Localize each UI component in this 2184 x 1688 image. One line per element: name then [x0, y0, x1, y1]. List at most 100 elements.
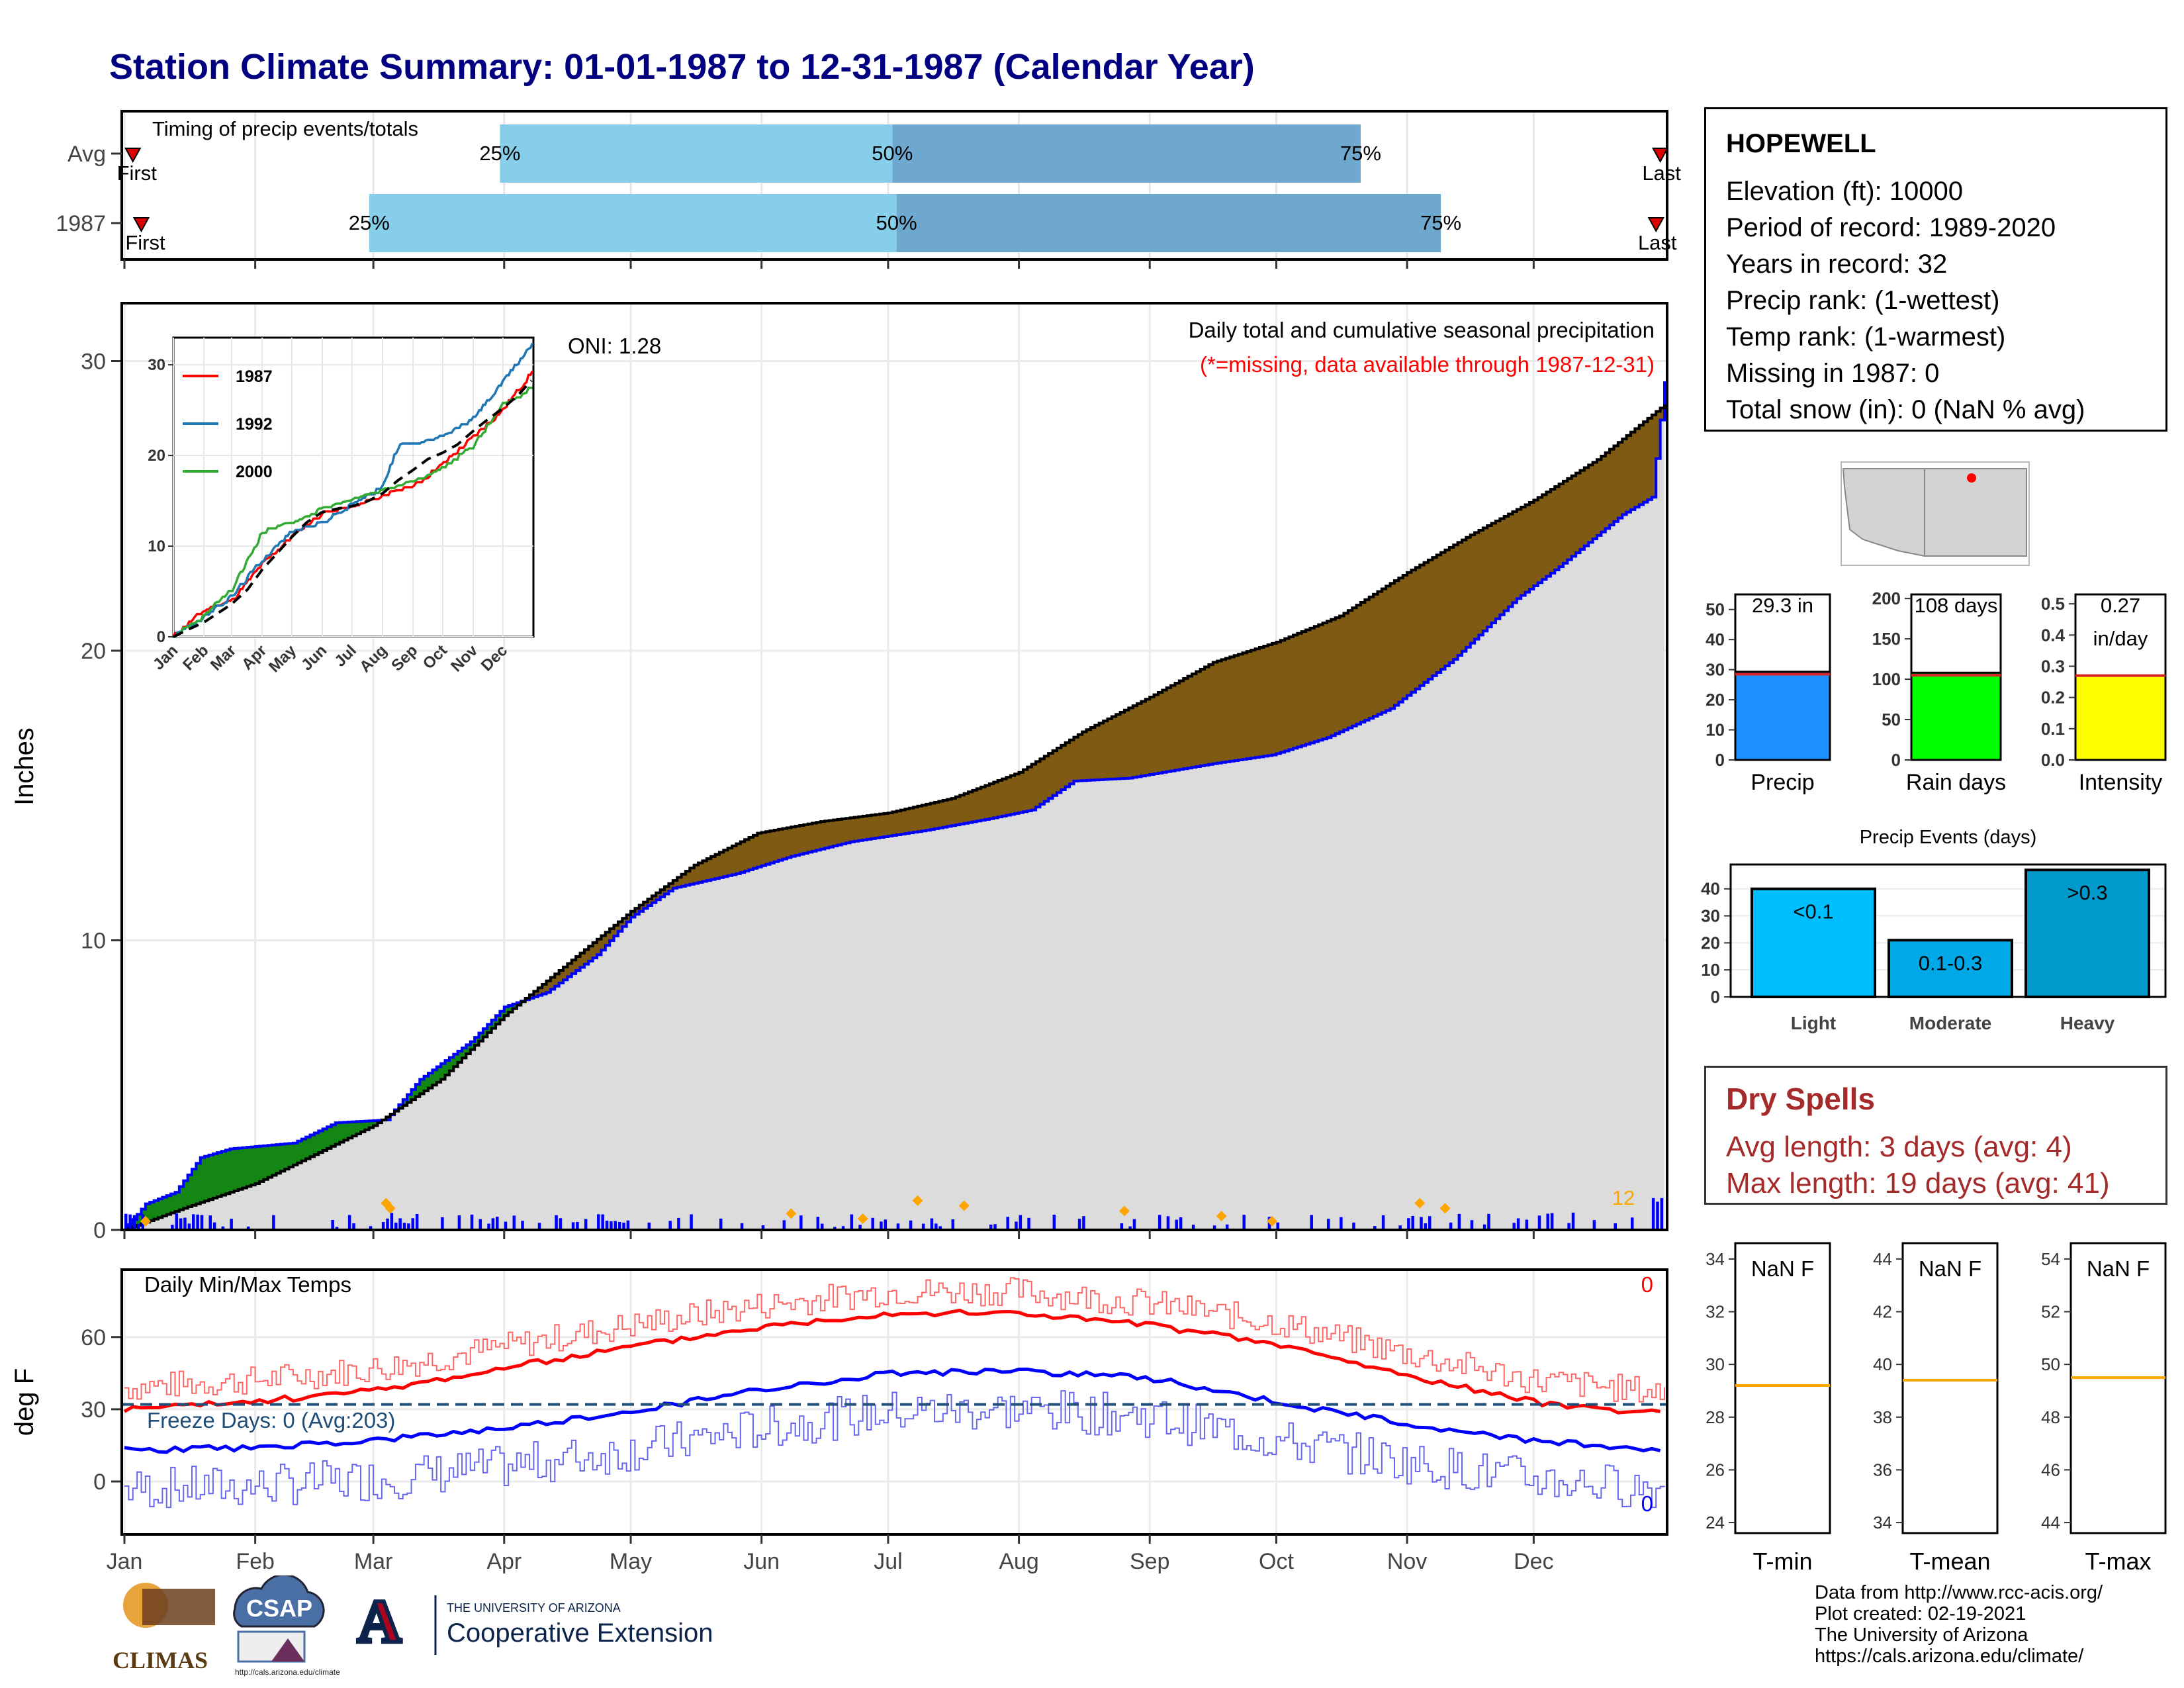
- cum-daily-bar: [1077, 1219, 1081, 1230]
- temp-month-label: Oct: [1259, 1549, 1294, 1574]
- cum-below-avg-fill: [976, 788, 981, 821]
- cum-daily-bar: [196, 1214, 199, 1230]
- cum-above-avg-fill: [457, 1051, 463, 1062]
- cum-below-avg-fill: [1251, 650, 1256, 759]
- cum-above-avg-fill: [482, 1028, 488, 1037]
- cum-below-avg-fill: [1635, 428, 1640, 508]
- cum-daily-bar: [352, 1223, 355, 1230]
- cum-below-avg-fill: [1614, 445, 1619, 522]
- cum-below-avg-fill: [1183, 679, 1189, 769]
- cum-above-avg-fill: [322, 1129, 328, 1150]
- cum-daily-bar: [487, 1223, 490, 1230]
- cum-daily-bar: [415, 1213, 419, 1230]
- cum-below-avg-fill: [1470, 535, 1475, 643]
- cum-below-avg-fill: [580, 953, 585, 968]
- cum-below-avg-fill: [1259, 647, 1264, 757]
- cum-above-avg-fill: [327, 1127, 332, 1149]
- cum-above-avg-fill: [415, 1084, 420, 1097]
- cum-daily-bar: [1516, 1218, 1520, 1230]
- dry-spells-max: Max length: 19 days (avg: 41): [1726, 1167, 2110, 1199]
- events-bar: [1888, 939, 2013, 999]
- cum-above-avg-fill: [158, 1199, 163, 1218]
- cum-below-avg-fill: [537, 988, 543, 996]
- cum-below-avg-fill: [1373, 594, 1379, 717]
- station-elevation: Elevation (ft): 10000: [1726, 177, 1963, 206]
- cum-below-avg-fill: [749, 837, 754, 870]
- cum-below-avg-fill: [1445, 549, 1450, 667]
- side-chart-y-tick-label: 0.4: [2041, 625, 2066, 645]
- cum-below-avg-fill: [1537, 497, 1543, 583]
- cum-below-avg-fill: [559, 970, 564, 984]
- temp-box-value-label: NaN F: [1751, 1256, 1814, 1281]
- cum-above-avg-fill: [137, 1214, 142, 1225]
- cum-below-avg-fill: [1015, 774, 1020, 814]
- cum-above-avg-fill: [352, 1121, 357, 1137]
- cum-below-avg-fill: [1571, 475, 1576, 557]
- cum-below-avg-fill: [550, 977, 555, 990]
- cum-above-avg-fill: [234, 1148, 239, 1191]
- cum-below-avg-fill: [1508, 514, 1514, 607]
- cum-below-avg-fill: [706, 859, 711, 881]
- cum-below-avg-fill: [1563, 481, 1568, 563]
- cum-below-avg-fill: [871, 815, 876, 839]
- cum-above-avg-fill: [335, 1123, 340, 1145]
- cum-below-avg-fill: [597, 939, 602, 955]
- cum-below-avg-fill: [795, 826, 800, 856]
- cum-below-avg-fill: [803, 824, 809, 853]
- cum-above-avg-fill: [293, 1143, 298, 1165]
- cum-above-avg-fill: [246, 1147, 251, 1187]
- cum-daily-bar: [858, 1225, 862, 1230]
- cum-above-avg-fill: [343, 1122, 349, 1141]
- cum-below-avg-fill: [1065, 742, 1070, 787]
- cum-below-avg-fill: [1365, 599, 1370, 720]
- cum-below-avg-fill: [1331, 619, 1336, 736]
- cum-daily-bar: [1179, 1217, 1183, 1230]
- cum-below-avg-fill: [1124, 710, 1129, 778]
- cum-below-avg-fill: [1525, 504, 1530, 592]
- cum-daily-bar: [1428, 1216, 1432, 1230]
- cum-below-avg-fill: [745, 839, 750, 871]
- temp-box-frame: [1734, 1242, 1831, 1534]
- cum-daily-bar: [491, 1218, 495, 1230]
- cum-daily-bar: [820, 1223, 824, 1230]
- cum-above-avg-fill: [154, 1200, 159, 1219]
- cum-below-avg-fill: [1660, 408, 1665, 420]
- cum-above-avg-fill: [187, 1174, 193, 1207]
- cum-daily-bar: [1166, 1216, 1170, 1230]
- timing-last-label: Last: [1642, 162, 1681, 185]
- temp-box-y-tick-label: 40: [1873, 1354, 1892, 1374]
- cum-title: Daily total and cumulative seasonal prec…: [1189, 318, 1655, 342]
- cum-below-avg-fill: [1154, 694, 1159, 774]
- cum-below-avg-fill: [1200, 669, 1205, 766]
- cum-above-avg-fill: [272, 1145, 277, 1176]
- cum-daily-bar: [668, 1221, 672, 1230]
- cum-daily-bar: [212, 1222, 216, 1230]
- cum-below-avg-fill: [1479, 530, 1484, 635]
- cum-below-avg-fill: [1006, 777, 1011, 816]
- cum-below-avg-fill: [1103, 721, 1109, 780]
- cum-above-avg-fill: [411, 1089, 416, 1100]
- cum-daily-bar: [171, 1225, 174, 1230]
- cum-above-avg-fill: [512, 1004, 518, 1009]
- cum-below-avg-fill: [719, 852, 724, 878]
- cum-below-avg-fill: [1343, 613, 1349, 730]
- cum-below-avg-fill: [1466, 537, 1471, 647]
- cum-daily-bar: [347, 1215, 351, 1230]
- cum-daily-bar: [647, 1222, 651, 1230]
- cum-daily-bar: [1487, 1213, 1490, 1230]
- cum-below-avg-fill: [1090, 727, 1095, 780]
- side-chart-value-label: 108 days: [1915, 594, 1998, 617]
- cum-above-avg-fill: [251, 1147, 256, 1186]
- events-title: Precip Events (days): [1860, 827, 2037, 848]
- cum-above-avg-fill: [356, 1121, 361, 1134]
- cum-daily-bar: [1128, 1226, 1132, 1230]
- cum-y-tick-label: 0: [93, 1218, 106, 1243]
- temp-box-y-tick-label: 50: [2041, 1354, 2060, 1374]
- cum-daily-bar: [880, 1221, 883, 1230]
- cum-below-avg-fill: [1137, 703, 1142, 777]
- cum-daily-bar: [221, 1226, 225, 1230]
- side-chart-y-tick-label: 150: [1872, 629, 1901, 649]
- ua-logo-bottom-text: Cooperative Extension: [447, 1618, 713, 1648]
- cum-below-avg-fill: [542, 984, 547, 994]
- cum-below-avg-fill: [854, 817, 859, 841]
